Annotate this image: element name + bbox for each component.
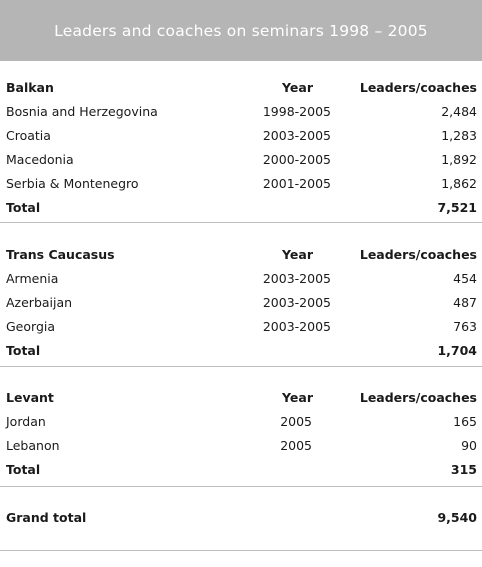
table-row: Croatia 2003-2005 1,283 — [0, 124, 482, 148]
country-name: Serbia & Montenegro — [6, 176, 139, 191]
leader-count: 165 — [453, 414, 477, 429]
total-row: Total 315 — [0, 458, 482, 482]
count-column-header: Leaders/coaches — [359, 80, 477, 95]
section-divider — [0, 486, 482, 487]
year-range: 2003-2005 — [262, 319, 331, 334]
total-row: Total 1,704 — [0, 339, 482, 363]
region-name: Trans Caucasus — [6, 247, 115, 262]
region-balkan: Balkan Year Leaders/coaches Bosnia and H… — [0, 76, 482, 220]
region-name: Levant — [6, 390, 54, 405]
total-label: Total — [6, 343, 41, 358]
region-header-row: Trans Caucasus Year Leaders/coaches — [0, 243, 482, 267]
region-header-row: Levant Year Leaders/coaches — [0, 386, 482, 410]
country-name: Macedonia — [6, 152, 74, 167]
section-divider — [0, 366, 482, 367]
total-value: 7,521 — [437, 200, 477, 215]
region-header-row: Balkan Year Leaders/coaches — [0, 76, 482, 100]
table-row: Armenia 2003-2005 454 — [0, 267, 482, 291]
year-column-header: Year — [282, 390, 313, 405]
bottom-divider — [0, 550, 482, 551]
year-range: 1998-2005 — [262, 104, 331, 119]
total-label: Total — [6, 200, 41, 215]
grand-total-row: Grand total 9,540 — [0, 506, 482, 530]
year-range: 2003-2005 — [262, 295, 331, 310]
year-column-header: Year — [282, 80, 313, 95]
table-row: Serbia & Montenegro 2001-2005 1,862 — [0, 172, 482, 196]
country-name: Azerbaijan — [6, 295, 73, 310]
total-value: 315 — [450, 462, 477, 477]
table-row: Lebanon 2005 90 — [0, 434, 482, 458]
table-row: Jordan 2005 165 — [0, 410, 482, 434]
leader-count: 1,892 — [441, 152, 477, 167]
total-value: 1,704 — [437, 343, 477, 358]
year-range: 2005 — [280, 438, 312, 453]
count-column-header: Leaders/coaches — [359, 247, 477, 262]
country-name: Jordan — [6, 414, 46, 429]
country-name: Lebanon — [6, 438, 60, 453]
country-name: Armenia — [6, 271, 59, 286]
table-row: Bosnia and Herzegovina 1998-2005 2,484 — [0, 100, 482, 124]
leader-count: 487 — [453, 295, 477, 310]
table-row: Macedonia 2000-2005 1,892 — [0, 148, 482, 172]
year-range: 2005 — [280, 414, 312, 429]
leader-count: 454 — [453, 271, 477, 286]
year-range: 2003-2005 — [262, 128, 331, 143]
year-range: 2001-2005 — [262, 176, 331, 191]
country-name: Bosnia and Herzegovina — [6, 104, 158, 119]
leader-count: 90 — [461, 438, 477, 453]
country-name: Croatia — [6, 128, 51, 143]
table-row: Georgia 2003-2005 763 — [0, 315, 482, 339]
region-name: Balkan — [6, 80, 54, 95]
year-column-header: Year — [282, 247, 313, 262]
leader-count: 2,484 — [441, 104, 477, 119]
section-divider — [0, 222, 482, 223]
table-row: Azerbaijan 2003-2005 487 — [0, 291, 482, 315]
total-row: Total 7,521 — [0, 196, 482, 220]
count-column-header: Leaders/coaches — [359, 390, 477, 405]
leader-count: 1,283 — [441, 128, 477, 143]
year-range: 2003-2005 — [262, 271, 331, 286]
leader-count: 1,862 — [441, 176, 477, 191]
leader-count: 763 — [453, 319, 477, 334]
grand-total-label: Grand total — [6, 510, 87, 525]
total-label: Total — [6, 462, 41, 477]
grand-total-value: 9,540 — [437, 510, 477, 525]
year-range: 2000-2005 — [262, 152, 331, 167]
region-levant: Levant Year Leaders/coaches Jordan 2005 … — [0, 386, 482, 482]
grand-total-section: Grand total 9,540 — [0, 506, 482, 530]
table-title: Leaders and coaches on seminars 1998 – 2… — [0, 0, 482, 61]
country-name: Georgia — [6, 319, 56, 334]
region-trans-caucasus: Trans Caucasus Year Leaders/coaches Arme… — [0, 243, 482, 363]
